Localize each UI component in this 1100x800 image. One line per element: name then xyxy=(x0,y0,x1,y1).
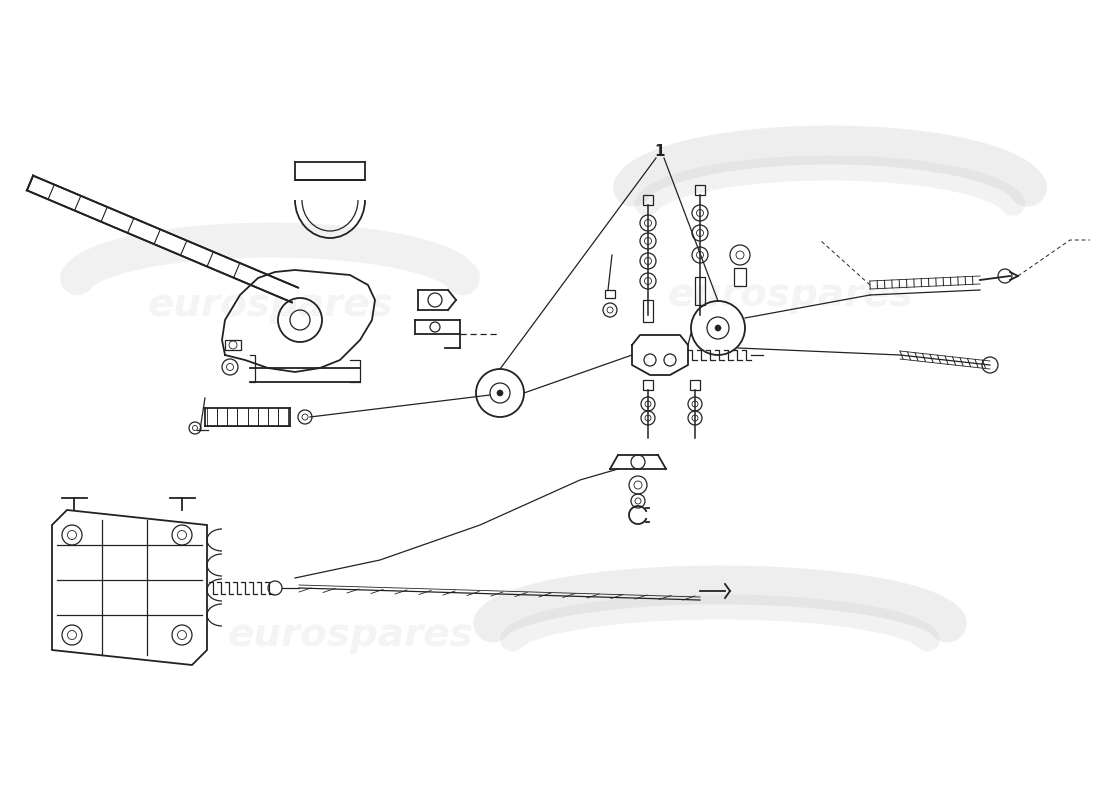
Circle shape xyxy=(497,390,503,396)
Bar xyxy=(605,290,615,298)
Polygon shape xyxy=(26,176,298,302)
Bar xyxy=(690,380,700,390)
Bar xyxy=(644,195,653,205)
Text: eurospares: eurospares xyxy=(147,286,393,324)
Text: 1: 1 xyxy=(654,145,666,159)
Bar xyxy=(644,380,653,390)
Bar xyxy=(695,185,705,195)
Bar xyxy=(695,277,705,305)
Text: eurospares: eurospares xyxy=(667,276,913,314)
Bar xyxy=(644,300,653,322)
Text: eurospares: eurospares xyxy=(227,616,473,654)
Circle shape xyxy=(715,325,720,331)
Bar xyxy=(226,340,241,350)
Polygon shape xyxy=(52,510,207,665)
Bar xyxy=(734,268,746,286)
